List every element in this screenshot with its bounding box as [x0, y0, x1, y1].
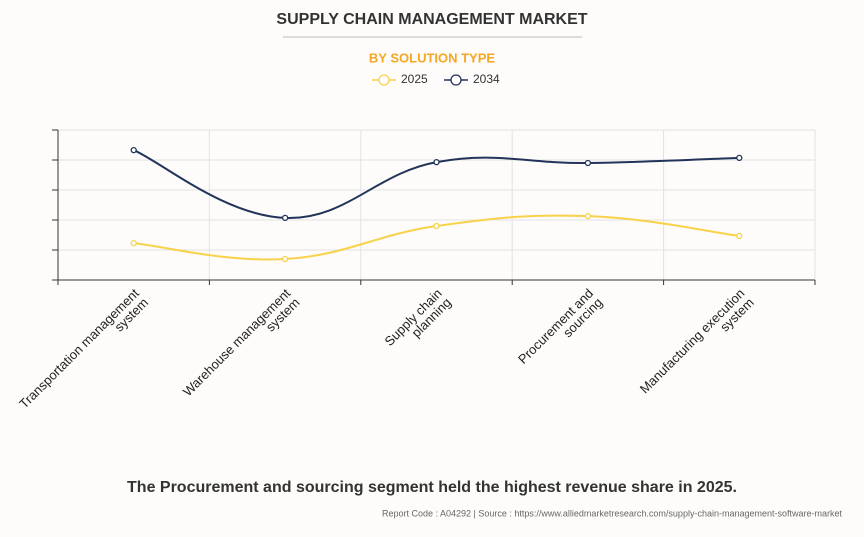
point [736, 154, 743, 162]
point [736, 232, 743, 240]
point [584, 159, 592, 167]
legend-label: 2025 [401, 72, 428, 86]
point [281, 255, 289, 263]
point [130, 146, 137, 154]
point [130, 239, 137, 247]
source: Report Code : A04292 | Source : https://… [382, 508, 843, 518]
chart-title: SUPPLY CHAIN MANAGEMENT MARKET [276, 11, 587, 28]
point [584, 212, 592, 220]
footnote: The Procurement and sourcing segment hel… [127, 479, 737, 496]
legend-marker [450, 74, 462, 86]
point [433, 158, 440, 166]
point [433, 222, 440, 230]
legend-label: 2034 [473, 72, 500, 86]
legend-marker [378, 74, 390, 86]
point [281, 214, 289, 222]
chart-subtitle: BY SOLUTION TYPE [369, 50, 495, 65]
